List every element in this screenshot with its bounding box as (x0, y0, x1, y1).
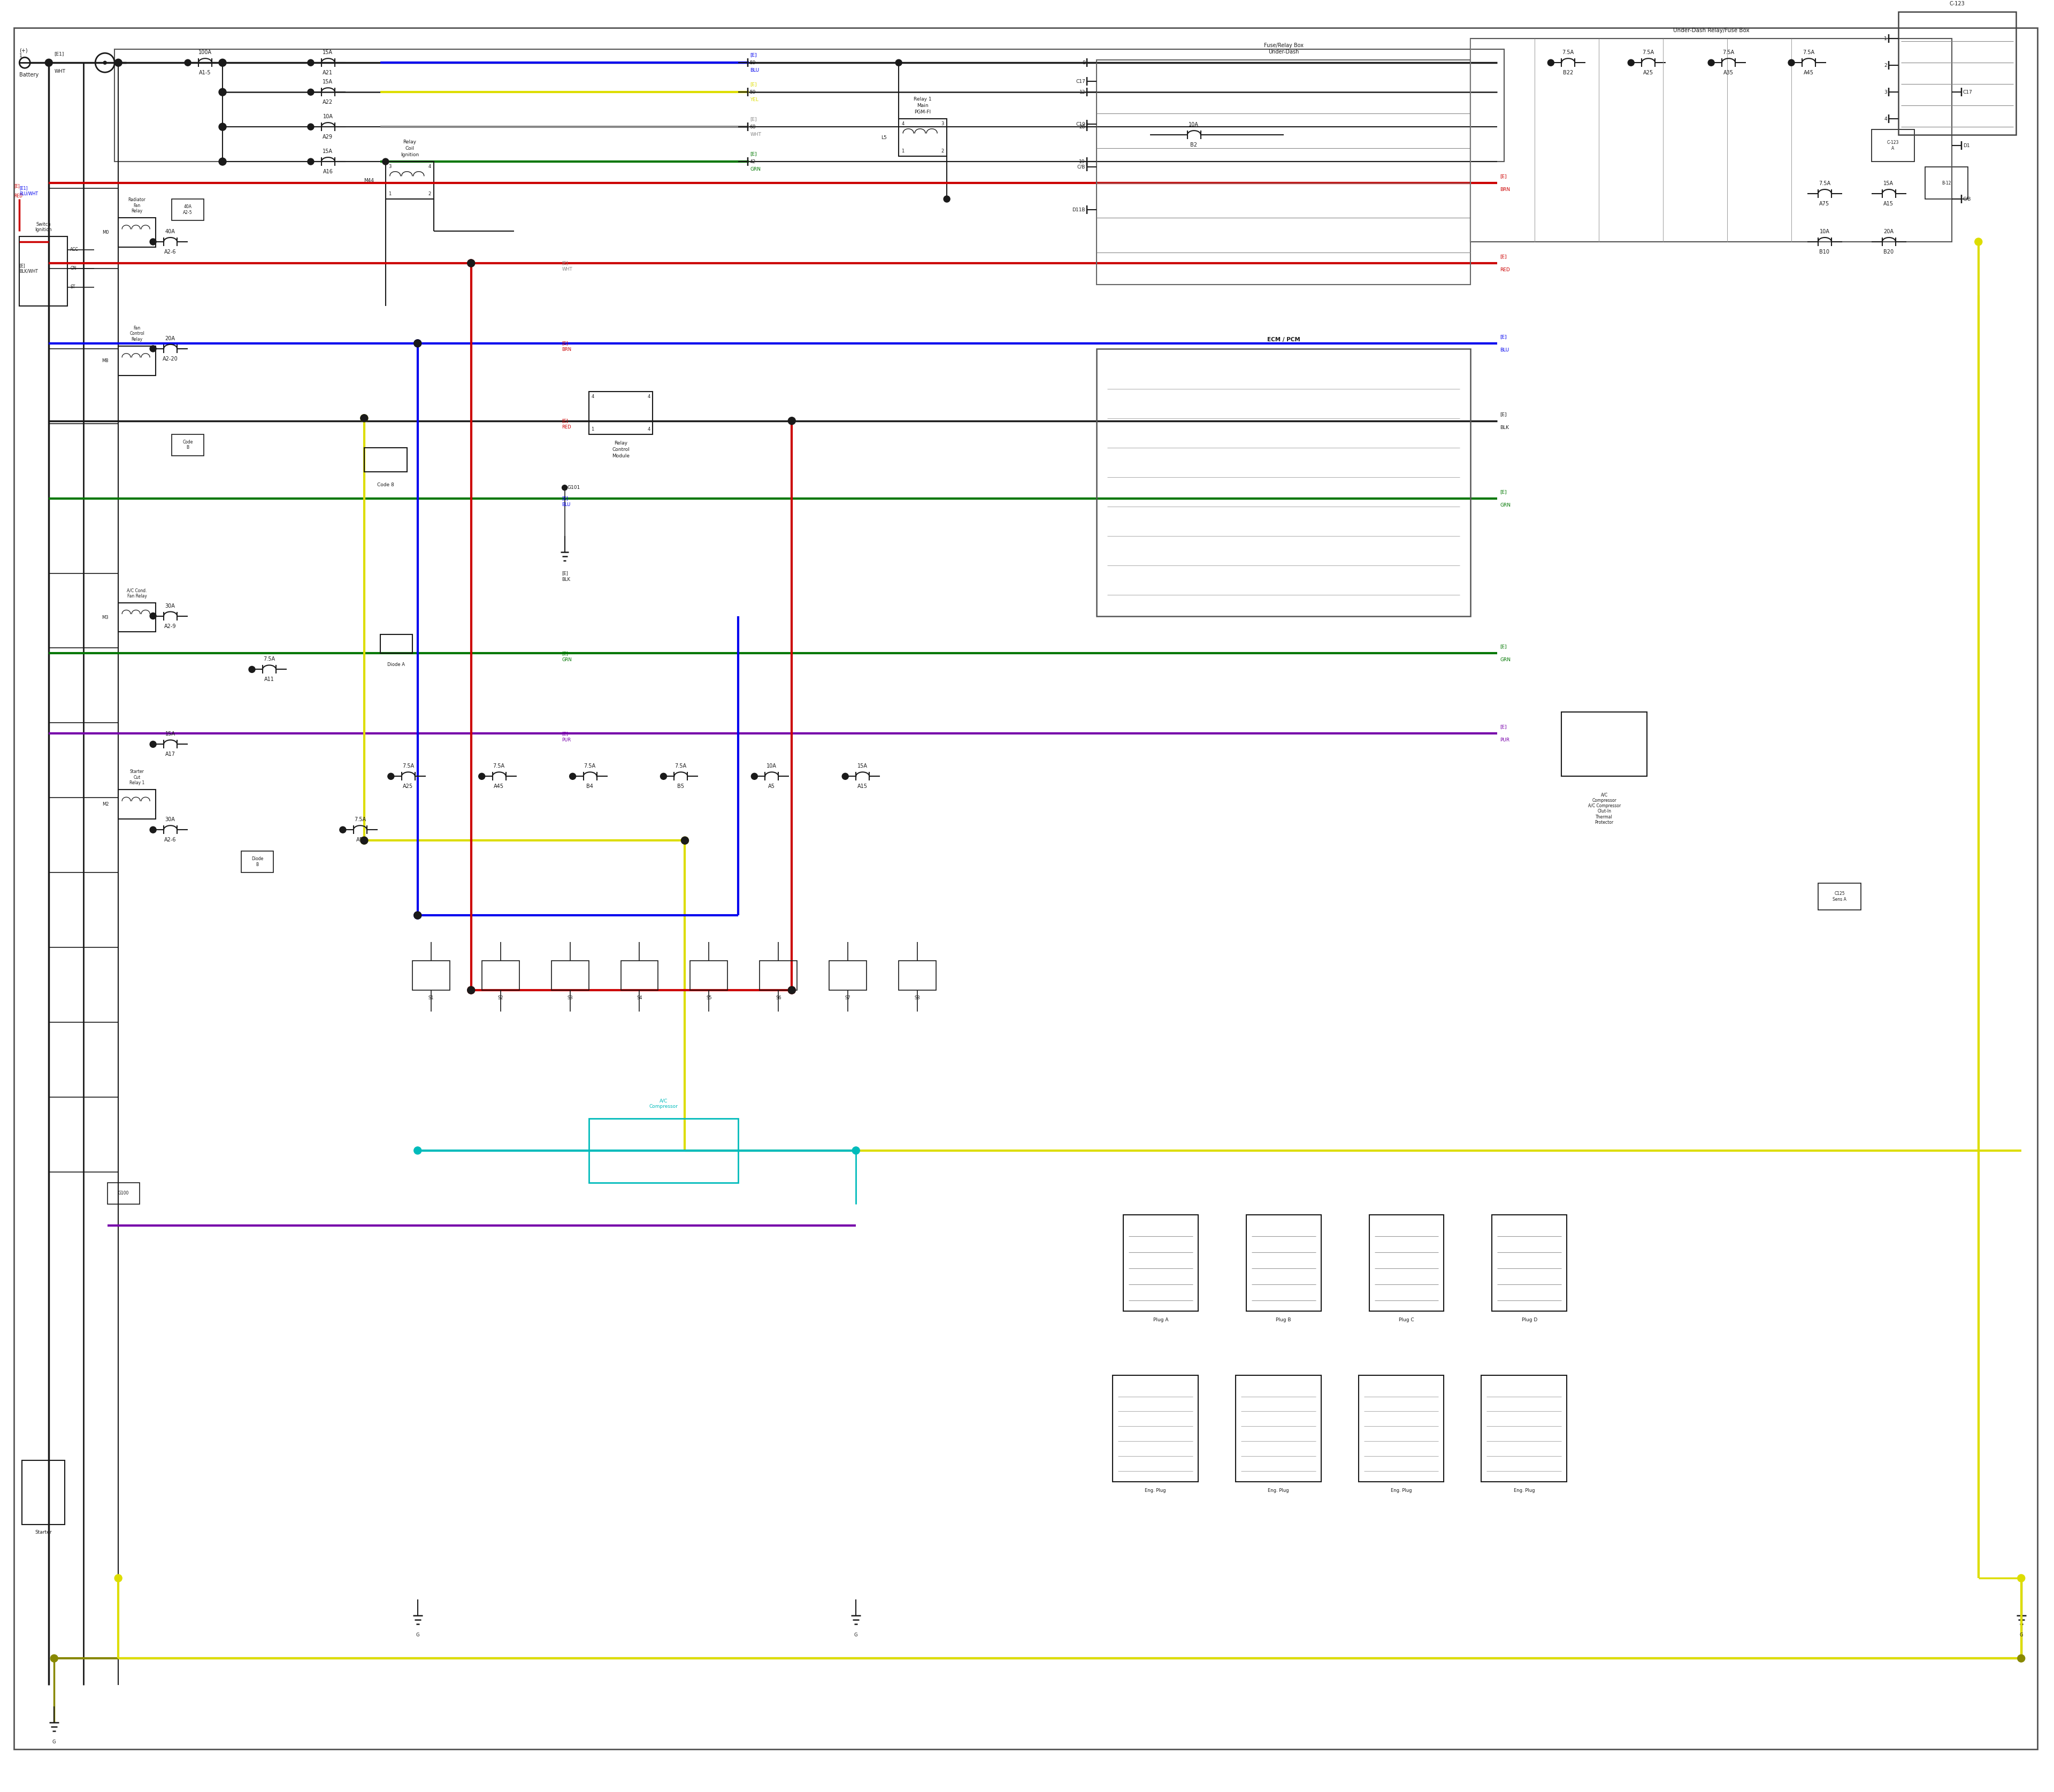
Circle shape (150, 742, 156, 747)
Text: 15A: 15A (164, 731, 175, 737)
Circle shape (150, 613, 156, 620)
Text: B22: B22 (1563, 70, 1573, 75)
Text: Diode
B: Diode B (251, 857, 263, 867)
Text: WHT: WHT (750, 133, 762, 136)
Text: [E]: [E] (1499, 412, 1508, 416)
Circle shape (415, 912, 421, 919)
Text: A1-5: A1-5 (199, 70, 212, 75)
Text: C19: C19 (1076, 122, 1085, 127)
Text: 10A: 10A (1189, 122, 1200, 127)
Circle shape (308, 90, 314, 95)
Text: S5: S5 (707, 996, 713, 1000)
Circle shape (249, 667, 255, 672)
Circle shape (1709, 59, 1715, 66)
Bar (690, 961, 727, 991)
Text: A45: A45 (1803, 70, 1814, 75)
Text: Module: Module (612, 453, 631, 459)
Bar (1481, 1374, 1567, 1482)
Text: 40A: 40A (164, 229, 175, 235)
Text: PUR: PUR (1499, 738, 1510, 742)
Circle shape (789, 418, 795, 425)
Circle shape (852, 1147, 861, 1154)
Circle shape (1547, 59, 1555, 66)
Bar (380, 634, 413, 654)
Text: Eng. Plug: Eng. Plug (1144, 1489, 1167, 1493)
Circle shape (789, 986, 795, 995)
Text: A25: A25 (1643, 70, 1653, 75)
Text: BLU: BLU (1499, 348, 1510, 353)
Text: [E]: [E] (1499, 174, 1508, 179)
Text: 7.5A: 7.5A (1643, 50, 1653, 56)
Text: 7.5A: 7.5A (493, 763, 505, 769)
Text: M3: M3 (103, 615, 109, 620)
Text: B4: B4 (585, 783, 594, 788)
Text: Starter: Starter (35, 1530, 51, 1536)
Bar (119, 346, 156, 375)
Text: 40A
A2-5: 40A A2-5 (183, 204, 193, 215)
Text: A2-20: A2-20 (162, 357, 179, 362)
Text: 15A: 15A (1884, 181, 1894, 186)
Text: A2-9: A2-9 (164, 624, 177, 629)
Circle shape (2017, 1654, 2025, 1663)
Text: 15A: 15A (322, 50, 333, 56)
Text: Plug D: Plug D (1522, 1317, 1536, 1322)
Text: [E]: [E] (1499, 489, 1508, 495)
Text: Code
B: Code B (183, 439, 193, 450)
Text: 7.5A: 7.5A (403, 763, 415, 769)
Bar (550, 961, 589, 991)
Text: [E]: [E] (1499, 645, 1508, 649)
Text: B5: B5 (678, 783, 684, 788)
Text: S8: S8 (914, 996, 920, 1000)
Text: 10A: 10A (766, 763, 776, 769)
Text: Plug C: Plug C (1399, 1317, 1413, 1322)
Text: C/B: C/B (1964, 197, 1972, 201)
Circle shape (479, 772, 485, 780)
Text: D1: D1 (1964, 143, 1970, 149)
Text: 7.5A: 7.5A (263, 656, 275, 661)
Circle shape (789, 986, 795, 995)
Text: G: G (2019, 1633, 2023, 1638)
Bar (1358, 1374, 1444, 1482)
Text: [E]: [E] (750, 52, 756, 57)
Text: [E]: [E] (563, 572, 569, 575)
Text: G100: G100 (119, 1192, 129, 1195)
Circle shape (1974, 238, 1982, 246)
Bar (1925, 167, 1968, 199)
Text: A22: A22 (322, 100, 333, 106)
Text: A5: A5 (768, 783, 774, 788)
Circle shape (220, 88, 226, 95)
Text: 59: 59 (750, 90, 756, 95)
Bar (1898, 13, 2015, 134)
Bar (1124, 1215, 1197, 1312)
Text: S7: S7 (844, 996, 850, 1000)
Text: Eng. Plug: Eng. Plug (1514, 1489, 1534, 1493)
Text: A2-6: A2-6 (164, 837, 177, 842)
Text: 30A: 30A (164, 604, 175, 609)
Bar (119, 217, 156, 247)
Circle shape (45, 59, 53, 66)
Circle shape (359, 837, 368, 844)
Text: PGM-FI: PGM-FI (914, 109, 930, 115)
Text: M0: M0 (103, 229, 109, 235)
Text: [E]: [E] (1499, 724, 1508, 729)
Text: C17: C17 (1076, 79, 1085, 84)
Bar (173, 199, 203, 220)
Text: BLU: BLU (750, 68, 760, 73)
Bar (589, 1118, 737, 1183)
Text: Plug B: Plug B (1276, 1317, 1292, 1322)
Text: [E1]
BLU/WHT: [E1] BLU/WHT (18, 186, 39, 195)
Bar (23, 1460, 66, 1525)
Text: 4: 4 (902, 122, 904, 125)
Circle shape (415, 1147, 421, 1154)
Bar (483, 961, 520, 991)
Text: A/C Cond.
Fan Relay: A/C Cond. Fan Relay (127, 588, 148, 599)
Text: Eng. Plug: Eng. Plug (1267, 1489, 1288, 1493)
Bar (413, 961, 450, 991)
Circle shape (185, 59, 191, 66)
Text: RED: RED (563, 425, 571, 430)
Circle shape (415, 912, 421, 919)
Text: L5: L5 (881, 134, 887, 140)
Text: [E1]: [E1] (53, 52, 64, 56)
Text: Coil: Coil (405, 147, 415, 151)
Text: Starter
Cut
Relay 1: Starter Cut Relay 1 (129, 769, 144, 785)
